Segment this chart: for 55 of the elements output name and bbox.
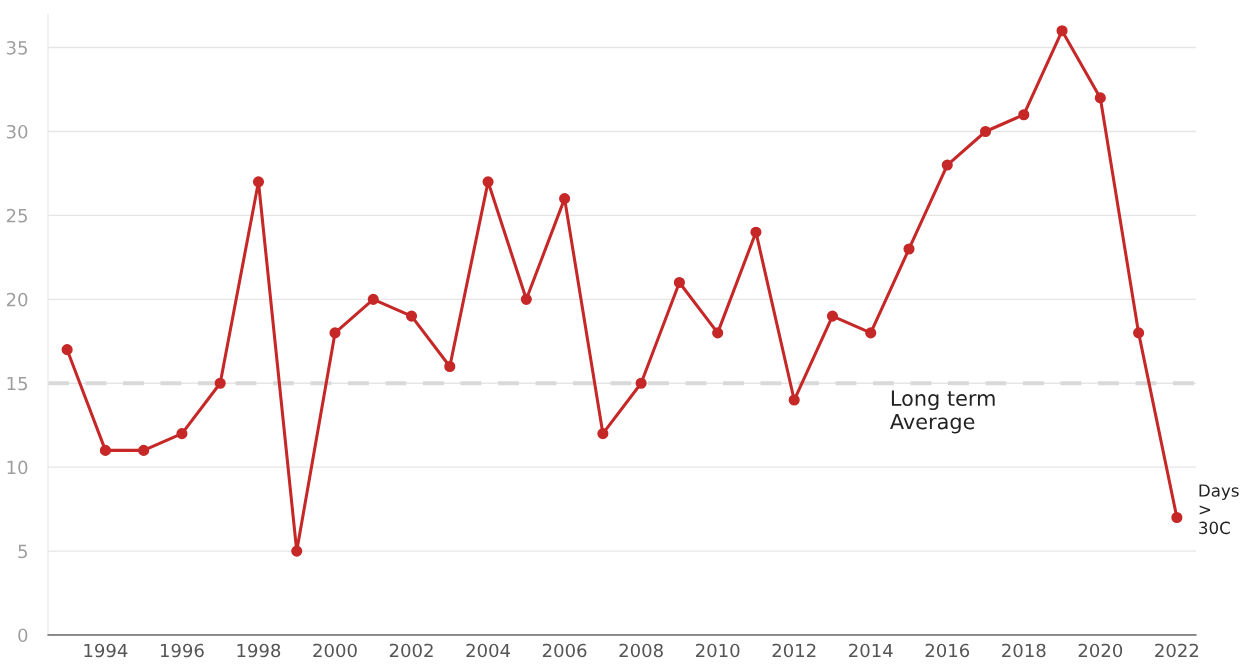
point <box>61 344 73 356</box>
point <box>941 159 953 171</box>
point <box>635 377 647 389</box>
point <box>1171 511 1183 524</box>
point <box>1133 327 1145 339</box>
series-label: Days > 30C <box>1199 484 1239 535</box>
y-tick-label: 0 <box>18 628 28 643</box>
point <box>1056 25 1068 37</box>
y-tick-label: 20 <box>6 292 28 307</box>
y-tick-label: 5 <box>18 544 27 559</box>
point <box>367 293 379 305</box>
point <box>826 310 839 322</box>
x-tick-label: 1998 <box>237 643 281 658</box>
x-tick-label: 2018 <box>1002 643 1046 658</box>
x-tick-label: 2008 <box>619 643 663 658</box>
point <box>291 545 303 557</box>
point <box>482 176 494 188</box>
point <box>712 327 724 339</box>
x-tick-label: 1996 <box>160 643 204 658</box>
y-tick-label: 15 <box>7 376 27 391</box>
point <box>1094 92 1106 104</box>
point <box>99 444 111 456</box>
point <box>405 310 418 322</box>
point <box>520 293 532 305</box>
point <box>214 377 226 389</box>
x-tick-label: 2012 <box>772 643 816 658</box>
point <box>176 428 188 440</box>
point <box>252 176 265 188</box>
x-tick-label: 2016 <box>925 643 970 658</box>
x-tick-label: 1994 <box>84 643 128 658</box>
point <box>329 327 341 339</box>
y-tick-label: 25 <box>6 208 27 223</box>
point <box>444 360 456 373</box>
x-tick-label: 2010 <box>696 643 740 658</box>
point <box>559 193 571 205</box>
point <box>979 125 992 138</box>
x-tick-label: 2004 <box>466 643 511 658</box>
y-tick-label: 35 <box>6 41 27 55</box>
x-tick-label: 2022 <box>1155 643 1199 658</box>
point <box>597 428 609 440</box>
x-tick-label: 2020 <box>1078 643 1123 658</box>
point <box>1018 109 1030 121</box>
point <box>138 444 150 456</box>
point <box>788 394 800 406</box>
x-tick-label: 2006 <box>542 643 587 658</box>
point <box>673 276 685 289</box>
x-tick-label: 2002 <box>389 643 433 658</box>
x-tick-label: 2000 <box>313 643 357 658</box>
y-tick-label: 30 <box>6 124 28 139</box>
x-tick-label: 2014 <box>849 643 893 658</box>
point <box>903 243 915 255</box>
ref-line-label: Long term Average <box>890 390 995 434</box>
point <box>750 226 762 238</box>
y-tick-label: 10 <box>7 460 28 475</box>
point <box>865 327 877 339</box>
